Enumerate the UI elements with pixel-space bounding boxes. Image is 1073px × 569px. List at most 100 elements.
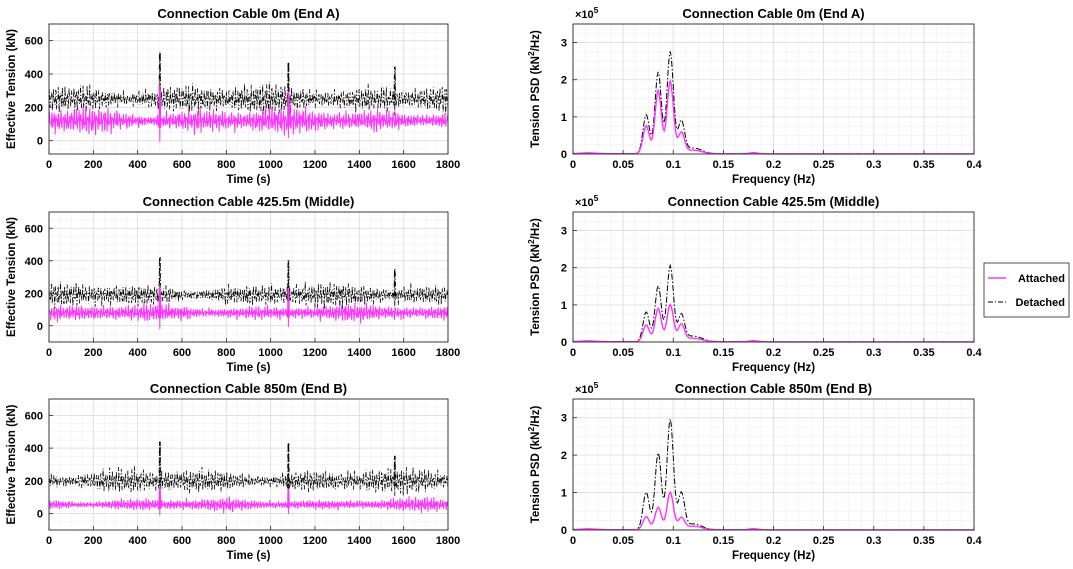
y-axis-label: Effective Tension (kN) [6,404,18,524]
y-tick-label: 200 [25,102,43,114]
y-axis-label: Effective Tension (kN) [6,217,18,337]
x-tick-label: 600 [173,535,191,547]
x-tick-label: 0 [570,347,576,359]
legend-label-attached: Attached [1018,273,1065,285]
y-tick-label: 1 [561,112,567,124]
x-tick-label: 1800 [436,535,460,547]
series-line-attached [49,285,448,330]
y-exponent-label: ×105 [575,5,599,21]
x-tick-label: 0 [46,535,52,547]
x-axis-label: Time (s) [227,550,271,562]
y-tick-label: 0 [37,136,43,148]
x-tick-label: 0.2 [766,159,781,171]
x-tick-label: 0.15 [713,347,734,359]
chart-time_m: 0 200 400 600 800 1000 1200 1400 1600 1800 0 200 400… [6,194,460,374]
chart-time_b: 0 200 400 600 800 1000 1200 1400 1600 1800 0 200 400… [6,381,460,562]
x-tick-label: 0.05 [612,159,633,171]
series-line-detached [49,256,448,310]
x-tick-label: 200 [84,159,102,171]
y-tick-label: 2 [561,450,567,462]
x-tick-label: 1200 [303,347,327,359]
x-tick-label: 0 [570,159,576,171]
series-line-detached [49,441,448,499]
x-tick-label: 800 [217,159,235,171]
legend-label-detached: Detached [1015,297,1065,309]
y-tick-label: 0 [561,149,567,161]
x-tick-label: 0.35 [913,347,934,359]
x-tick-label: 0.05 [612,347,633,359]
chart-title: Connection Cable 425.5m (Middle) [143,194,355,209]
series-line-attached [49,85,448,143]
chart-title: Connection Cable 850m (End B) [675,381,872,396]
x-tick-label: 0.35 [913,535,934,547]
x-tick-label: 0.4 [966,159,982,171]
chart-title: Connection Cable 425.5m (Middle) [668,194,880,209]
legend-box [983,262,1070,318]
y-tick-label: 0 [561,525,567,537]
y-tick-label: 2 [561,263,567,275]
y-exponent-label: ×105 [575,193,599,209]
x-tick-label: 400 [128,347,146,359]
y-tick-label: 200 [25,288,43,300]
x-tick-label: 200 [84,347,102,359]
y-tick-label: 600 [25,410,43,422]
x-tick-label: 0.35 [913,159,934,171]
x-tick-label: 0.25 [813,535,834,547]
x-tick-label: 1800 [436,347,460,359]
chart-title: Connection Cable 850m (End B) [150,381,347,396]
x-tick-label: 1400 [347,159,371,171]
x-tick-label: 0.4 [966,347,982,359]
x-tick-label: 1400 [347,347,371,359]
x-tick-label: 0.4 [966,535,982,547]
x-tick-label: 400 [128,535,146,547]
x-tick-label: 800 [217,347,235,359]
y-tick-label: 2 [561,75,567,87]
y-exponent-label: ×105 [575,380,599,396]
x-tick-label: 0.15 [713,159,734,171]
series-line-detached [49,52,448,118]
axes-box [48,398,449,531]
chart-title: Connection Cable 0m (End A) [682,6,864,21]
x-tick-label: 0.25 [813,347,834,359]
y-tick-label: 600 [25,223,43,235]
y-tick-label: 400 [25,256,43,268]
x-axis-label: Time (s) [227,362,271,374]
y-tick-label: 3 [561,38,567,50]
x-tick-label: 600 [173,159,191,171]
x-tick-label: 1200 [303,159,327,171]
x-tick-label: 1600 [391,159,415,171]
x-axis-label: Frequency (Hz) [732,550,815,562]
y-tick-label: 400 [25,69,43,81]
y-axis-label: Effective Tension (kN) [6,29,18,149]
x-tick-label: 0 [46,159,52,171]
x-tick-label: 1400 [347,535,371,547]
legend: Attached Detached [983,262,1070,318]
x-tick-label: 0.3 [866,535,881,547]
y-tick-label: 3 [561,413,567,425]
x-tick-label: 400 [128,159,146,171]
x-tick-label: 1000 [258,159,282,171]
y-tick-label: 0 [37,321,43,333]
y-tick-label: 0 [37,509,43,521]
y-tick-label: 0 [561,337,567,349]
x-tick-label: 0.3 [866,347,881,359]
series-line-attached [49,486,448,516]
x-tick-label: 800 [217,535,235,547]
x-axis-label: Frequency (Hz) [732,362,815,374]
chart-psd_a: 0 0.05 0.1 0.15 0.2 0.25 0.3 0.35 0.4 0 1 2 3 Connect… [526,5,983,186]
x-tick-label: 0.2 [766,347,781,359]
x-tick-label: 600 [173,347,191,359]
x-tick-label: 1000 [258,347,282,359]
x-axis-label: Time (s) [227,174,271,186]
y-tick-label: 400 [25,443,43,455]
y-axis-label: Tension PSD (kN2/Hz) [526,218,542,336]
x-tick-label: 0.1 [666,347,681,359]
y-axis-label: Tension PSD (kN2/Hz) [526,30,542,148]
y-axis-label: Tension PSD (kN2/Hz) [526,406,542,524]
chart-psd_m: 0 0.05 0.1 0.15 0.2 0.25 0.3 0.35 0.4 0 1 2 3 Connect… [526,193,983,374]
x-tick-label: 1600 [391,347,415,359]
y-tick-label: 3 [561,226,567,238]
y-tick-label: 1 [561,488,567,500]
x-tick-label: 0.1 [666,535,681,547]
